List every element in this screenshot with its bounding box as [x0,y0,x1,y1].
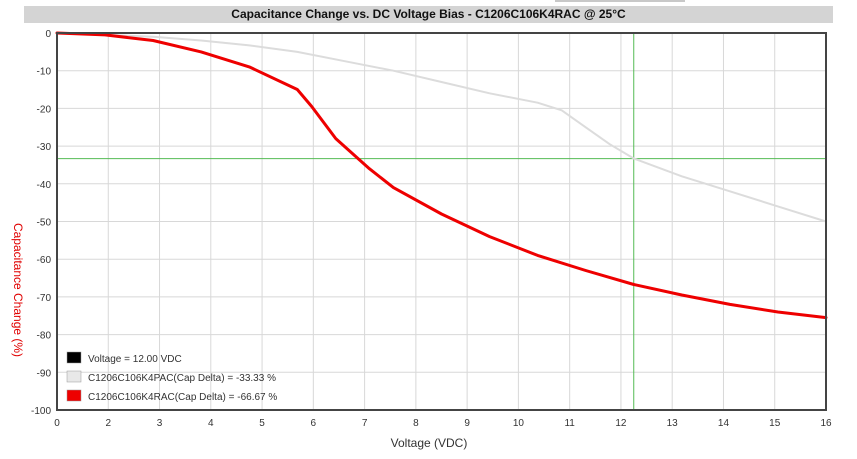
y-tick-label: -90 [37,368,52,379]
legend-label: Voltage = 12.00 VDC [88,354,182,365]
x-tick-label: 13 [667,418,679,429]
legend-item: Voltage = 12.00 VDC [66,351,182,365]
legend-swatch [66,389,82,402]
y-tick-label: -20 [37,104,52,115]
y-tick-label: -50 [37,218,52,229]
plot-border [56,32,827,411]
y-tick-label: -40 [37,180,52,191]
x-tick-label: 6 [311,418,317,429]
x-tick-label: 9 [464,418,470,429]
legend-item: C1206C106K4PAC(Cap Delta) = -33.33 % [66,370,276,384]
legend: Voltage = 12.00 VDC C1206C106K4PAC(Cap De… [66,351,277,403]
crosshair [57,33,826,410]
top-edge-strip [555,0,685,2]
legend-swatch [66,351,82,364]
y-axis-label: Capacitance Change (%) [11,223,25,357]
x-tick-label: 8 [413,418,419,429]
x-tick-label: 12 [615,418,627,429]
x-tick-label: 16 [820,418,832,429]
tick-labels: 0 2 3 4 5 6 7 8 9 10 11 12 13 14 15 16 0 -10 -20 -30 -40 -50 -… [31,29,832,429]
x-tick-label: 4 [208,418,214,429]
series-line-C1206C106K4RAC [55,31,828,320]
legend-label: C1206C106K4PAC(Cap Delta) = -33.33 % [88,373,276,384]
x-tick-label: 7 [362,418,368,429]
x-tick-label: 5 [259,418,265,429]
y-tick-label: -30 [37,142,52,153]
x-tick-label: 3 [157,418,163,429]
series-lines [55,31,828,320]
legend-label: C1206C106K4RAC(Cap Delta) = -66.67 % [88,392,277,403]
y-tick-label: -70 [37,293,52,304]
series-line-C1206C106K4PAC [56,32,827,223]
legend-swatch [66,370,82,383]
y-tick-label: -60 [37,255,52,266]
x-tick-label: 15 [769,418,781,429]
x-tick-label: 10 [513,418,525,429]
x-tick-label: 2 [105,418,111,429]
y-tick-label: -80 [37,331,52,342]
x-axis-label: Voltage (VDC) [391,436,468,450]
x-tick-label: 0 [54,418,60,429]
y-tick-label: -100 [31,406,51,417]
x-tick-label: 11 [564,418,575,429]
y-tick-label: 0 [45,29,51,40]
chart-title: Capacitance Change vs. DC Voltage Bias -… [24,6,833,23]
y-tick-label: -10 [37,67,52,78]
x-tick-label: 14 [718,418,730,429]
legend-item: C1206C106K4RAC(Cap Delta) = -66.67 % [66,389,277,403]
